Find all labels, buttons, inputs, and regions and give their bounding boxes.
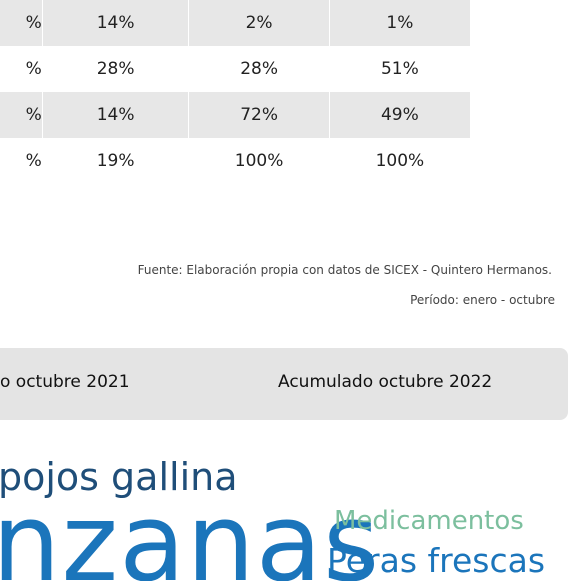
table-cell: 100%	[375, 151, 425, 171]
table-cell: %	[0, 0, 43, 46]
table-cell: 14%	[42, 0, 190, 46]
period-note: Período: enero - octubre	[410, 293, 555, 307]
table-row: % 28% 28% 51%	[0, 46, 470, 92]
word: Peras frescas	[327, 541, 546, 580]
table-cell: 28%	[188, 46, 330, 92]
word: nzanas	[0, 481, 381, 581]
table-cell: 28%	[42, 46, 190, 92]
table-cell: 1%	[329, 0, 470, 46]
header-left: o octubre 2021	[0, 372, 130, 392]
table-cell: 49%	[329, 92, 470, 138]
header-right: Acumulado octubre 2022	[278, 372, 493, 392]
table-cell: 100%	[188, 138, 330, 184]
table-cell: %	[0, 92, 43, 138]
table-cell: %	[0, 46, 43, 92]
table-cell: 14%	[42, 92, 190, 138]
table: % 14% 2% 1%% 28% 28% 51%% 14% 72% 49%% 19% 100% 100%	[0, 0, 470, 184]
table-cell: %	[0, 138, 43, 184]
table-cell: 72%	[188, 92, 330, 138]
table-row: % 19% 100% 100%	[0, 138, 470, 184]
word: pojos gallina	[0, 455, 238, 499]
table-row: % 14% 2% 1%	[0, 0, 470, 46]
table-cell: 2%	[188, 0, 330, 46]
header-bar: o octubre 2021 Acumulado octubre 2022	[0, 348, 568, 420]
table-cell: 51%	[380, 59, 419, 79]
source-note: Fuente: Elaboración propia con datos de …	[137, 263, 552, 277]
table-cell: 19%	[42, 138, 190, 184]
table-row: % 14% 72% 49%	[0, 92, 470, 138]
word: Medicamentos	[334, 506, 524, 536]
